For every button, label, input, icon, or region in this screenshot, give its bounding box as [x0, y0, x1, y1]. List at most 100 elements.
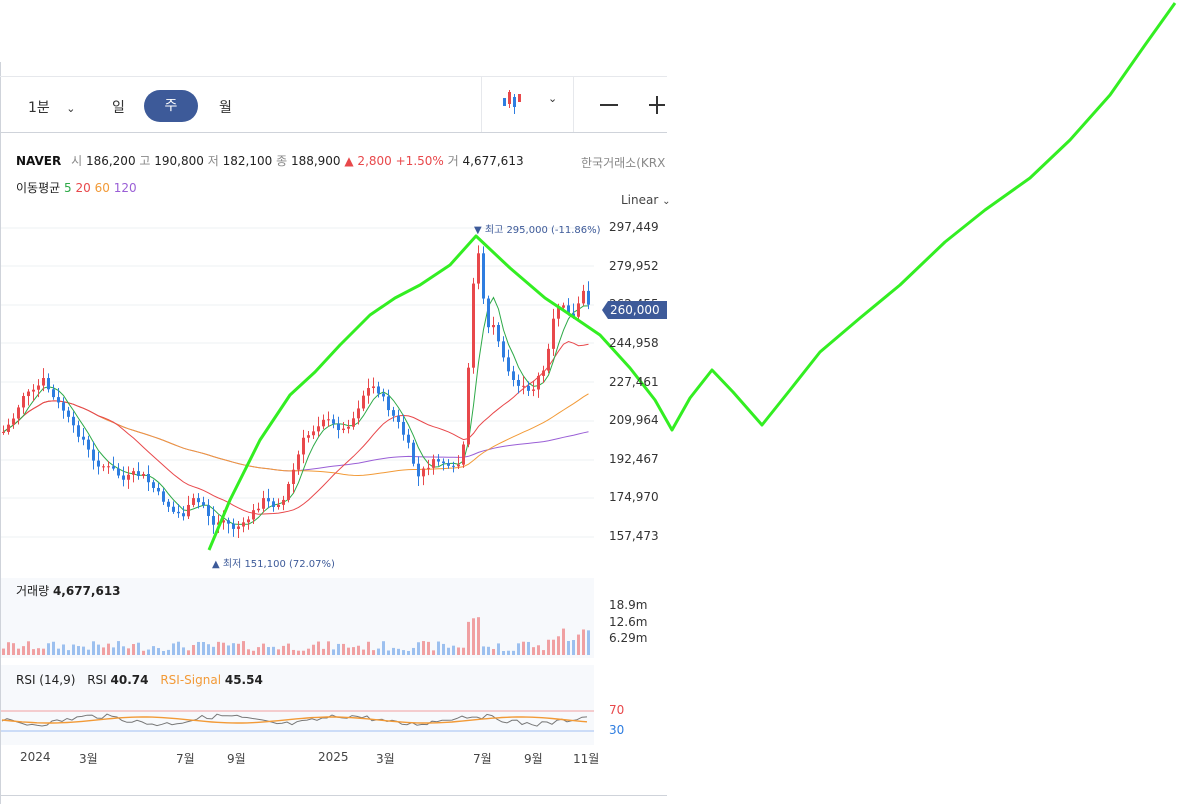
scale-dropdown[interactable]: Linear ⌄ — [621, 193, 671, 207]
candle-body — [422, 468, 425, 477]
candle-body — [2, 431, 5, 433]
volume-bar — [272, 646, 275, 655]
change-value: ▲ 2,800 — [344, 154, 392, 168]
volume-tick-3: 6.29m — [609, 631, 648, 645]
volume-bar — [347, 647, 350, 655]
tab-week[interactable]: 주 — [144, 90, 198, 122]
candle-body — [297, 454, 300, 470]
volume-bar — [572, 640, 575, 655]
low-annotation: ▲ 최저 151,100 (72.07%) — [212, 559, 335, 570]
toolbar-divider — [481, 77, 482, 132]
volume-bar — [452, 645, 455, 655]
tab-day[interactable]: 일 — [112, 97, 125, 117]
volume-bar — [412, 647, 415, 655]
interval-dropdown[interactable]: 1분 ⌄ — [28, 97, 75, 117]
price-tick-8: 157,473 — [609, 529, 659, 543]
volume-bar — [447, 647, 450, 655]
candle-body — [177, 511, 180, 514]
volume-bar — [192, 644, 195, 655]
candle-body — [352, 418, 355, 427]
volume-bar — [57, 648, 60, 655]
zoom-out-button[interactable] — [600, 104, 618, 106]
volume-bar — [307, 648, 310, 655]
stock-name: NAVER — [16, 154, 62, 168]
chart-type-button[interactable]: ⌄ — [500, 88, 560, 118]
volume-bar — [232, 643, 235, 655]
x-tick-sep-2025: 9월 — [524, 752, 543, 766]
candle-body — [232, 523, 235, 529]
volume-bar — [482, 646, 485, 655]
volume-bar — [22, 646, 25, 655]
volume-bar — [322, 648, 325, 655]
volume-bar — [422, 641, 425, 655]
candle-body — [587, 290, 590, 305]
price-gridlines — [1, 227, 594, 538]
scale-label: Linear — [621, 193, 659, 207]
candle-body — [197, 498, 200, 503]
candle-body — [112, 466, 115, 469]
volume-bar — [522, 641, 525, 655]
volume-value: 4,677,613 — [462, 154, 524, 168]
rsi-level-70-label: 70 — [609, 703, 625, 717]
candle-body — [22, 396, 25, 408]
volume-bar — [302, 650, 305, 655]
candle-body — [152, 482, 155, 488]
frame-left-border — [0, 62, 1, 804]
candle-body — [412, 442, 415, 464]
candle-body — [287, 483, 290, 500]
ma-legend: 이동평균 5 20 60 120 — [16, 179, 137, 196]
candle-body — [307, 435, 310, 438]
candle-body — [397, 415, 400, 422]
volume-bar — [407, 650, 410, 655]
overlay-green-line — [207, 2, 1177, 551]
volume-bar — [387, 650, 390, 655]
volume-bar — [427, 641, 430, 655]
candle-body — [122, 475, 125, 480]
rsi-signal-line — [1, 716, 588, 724]
high-annotation: ▼ 최고 295,000 (-11.86%) — [474, 225, 601, 236]
candle-body — [457, 464, 460, 467]
candle-body — [382, 393, 385, 397]
volume-bars — [2, 617, 590, 655]
candle-body — [577, 303, 580, 317]
candle-body — [237, 526, 240, 529]
volume-bar — [382, 641, 385, 655]
volume-bar — [212, 646, 215, 655]
x-tick-jul-2024: 7월 — [176, 752, 195, 766]
volume-bar — [17, 648, 20, 655]
rsi-legend: RSI (14,9) RSI 40.74 RSI-Signal 45.54 — [16, 673, 263, 687]
candle-body — [267, 498, 270, 502]
candle-body — [517, 379, 520, 386]
candle-body — [172, 506, 175, 512]
zoom-in-button[interactable] — [647, 94, 667, 116]
volume-bar — [472, 618, 475, 655]
volume-bar — [497, 643, 500, 655]
volume-bar — [517, 643, 520, 655]
frame-top-border — [0, 76, 667, 77]
candle-body — [7, 424, 10, 432]
tab-day-label: 일 — [112, 100, 125, 116]
volume-bar — [442, 643, 445, 655]
tab-month[interactable]: 월 — [219, 97, 232, 117]
volume-bar — [222, 642, 225, 655]
candle-body — [57, 397, 60, 403]
candle-body — [492, 325, 495, 328]
volume-bar — [97, 644, 100, 655]
volume-bar — [312, 644, 315, 655]
candle-body — [207, 505, 210, 516]
volume-bar — [132, 644, 135, 655]
candle-body — [27, 391, 30, 397]
candle-body — [17, 407, 20, 419]
volume-bar — [367, 641, 370, 655]
volume-bar — [337, 643, 340, 655]
candle-body — [327, 419, 330, 421]
candle-body — [547, 348, 550, 371]
volume-bar — [317, 641, 320, 655]
volume-bar — [187, 650, 190, 655]
volume-bar — [77, 646, 80, 655]
candle-body — [277, 504, 280, 507]
volume-bar — [582, 629, 585, 655]
volume-bar — [392, 647, 395, 655]
